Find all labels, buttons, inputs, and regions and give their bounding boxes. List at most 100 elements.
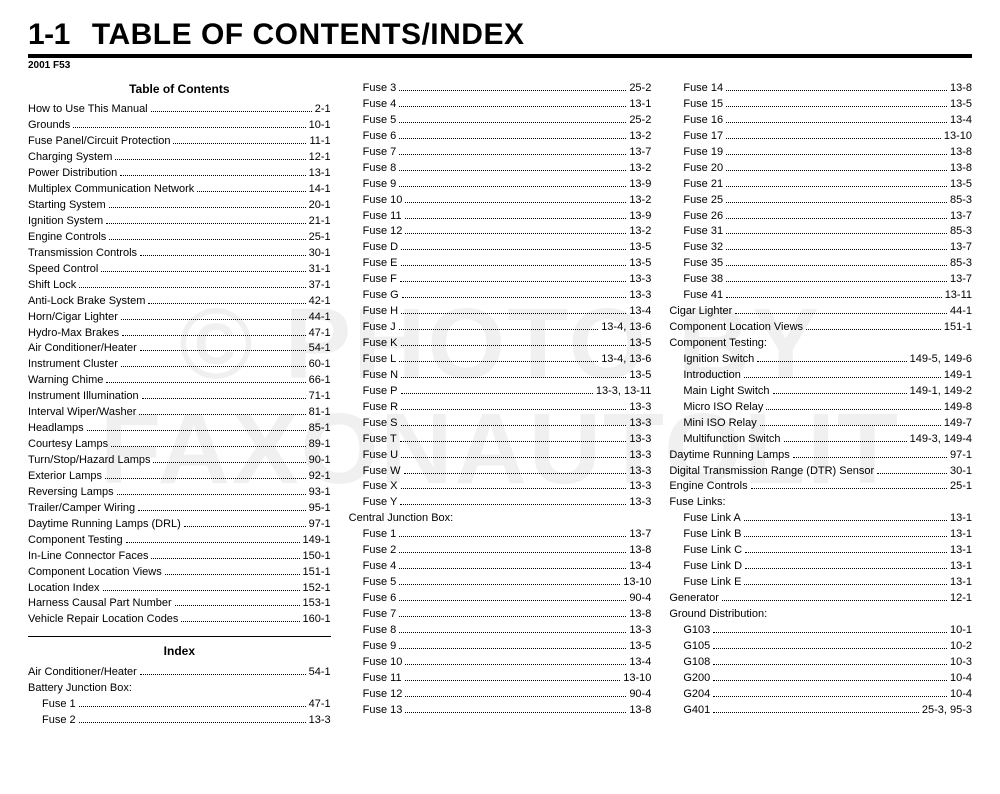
toc-entry: Location Index152-1 — [28, 581, 331, 597]
entry-label: Fuse Link B — [683, 527, 741, 543]
entry-label: Courtesy Lamps — [28, 437, 108, 453]
index-list-3: Fuse 1413-8Fuse 1513-5Fuse 1613-4Fuse 17… — [669, 81, 972, 719]
entry-page: 13-2 — [629, 161, 651, 177]
entry-label: Cigar Lighter — [669, 304, 732, 320]
entry-label: Fuse Y — [363, 495, 398, 511]
entry-page: 151-1 — [944, 320, 972, 336]
toc-entry: Fuse 2013-8 — [669, 161, 972, 177]
leader-dots — [401, 338, 627, 346]
entry-label: Daytime Running Lamps — [669, 448, 789, 464]
entry-page: 97-1 — [950, 448, 972, 464]
toc-entry: Component Testing149-1 — [28, 533, 331, 549]
entry-page: 54-1 — [309, 665, 331, 681]
entry-page: 13-3 — [629, 495, 651, 511]
leader-dots — [713, 673, 947, 681]
leader-dots — [726, 291, 942, 299]
entry-page: 13-4 — [629, 655, 651, 671]
entry-page: 60-1 — [309, 357, 331, 373]
leader-dots — [399, 641, 626, 649]
toc-entry: Fuse 113-7 — [349, 527, 652, 543]
entry-label: Fuse 31 — [683, 224, 723, 240]
entry-page: 13-3 — [309, 713, 331, 729]
toc-entry: Fuse 1513-5 — [669, 97, 972, 113]
entry-label: Engine Controls — [669, 479, 747, 495]
entry-page: 13-8 — [629, 543, 651, 559]
toc-entry: Fuse 813-3 — [349, 623, 652, 639]
toc-entry: Fuse W13-3 — [349, 464, 652, 480]
toc-entry: Component Location Views151-1 — [669, 320, 972, 336]
leader-dots — [105, 471, 306, 479]
entry-label: Fuse 1 — [363, 527, 397, 543]
entry-label: Fuse 2 — [42, 713, 76, 729]
entry-label: Digital Transmission Range (DTR) Sensor — [669, 464, 874, 480]
leader-dots — [401, 450, 626, 458]
subhead: 2001 F53 — [28, 60, 972, 71]
toc-entry: Fuse N13-5 — [349, 368, 652, 384]
leader-dots — [148, 296, 305, 304]
leader-dots — [106, 376, 305, 384]
entry-label: Fuse 9 — [363, 639, 397, 655]
entry-label: Fuse 25 — [683, 193, 723, 209]
entry-page: 20-1 — [309, 198, 331, 214]
leader-dots — [726, 243, 947, 251]
entry-page: 13-5 — [629, 639, 651, 655]
entry-label: Fuse 4 — [363, 559, 397, 575]
entry-label: Fuse L — [363, 352, 397, 368]
entry-label: Ground Distribution: — [669, 607, 767, 623]
toc-entry: Fuse 2113-5 — [669, 177, 972, 193]
toc-entry: Fuse P13-3, 13-11 — [349, 384, 652, 400]
entry-page: 14-1 — [309, 182, 331, 198]
toc-entry: Fuse 3213-7 — [669, 240, 972, 256]
leader-dots — [751, 482, 947, 490]
toc-entry: Reversing Lamps93-1 — [28, 485, 331, 501]
entry-label: Ignition System — [28, 214, 103, 230]
entry-page: 13-4 — [950, 113, 972, 129]
entry-label: Fuse 5 — [363, 575, 397, 591]
entry-page: 10-4 — [950, 687, 972, 703]
entry-label: Fuse 15 — [683, 97, 723, 113]
entry-label: Engine Controls — [28, 230, 106, 246]
entry-label: G105 — [683, 639, 710, 655]
leader-dots — [120, 168, 305, 176]
leader-dots — [760, 418, 941, 426]
entry-label: Fuse 21 — [683, 177, 723, 193]
toc-entry: Battery Junction Box: — [28, 681, 331, 697]
leader-dots — [399, 609, 626, 617]
entry-page: 13-9 — [629, 209, 651, 225]
toc-entry: Engine Controls25-1 — [28, 230, 331, 246]
toc-entry: Fuse Link B13-1 — [669, 527, 972, 543]
entry-label: Fuse 19 — [683, 145, 723, 161]
toc-entry: Daytime Running Lamps 97-1 — [669, 448, 972, 464]
entry-label: Component Testing: — [669, 336, 767, 352]
toc-entry: Central Junction Box: — [349, 511, 652, 527]
index-list-2: Fuse 325-2Fuse 413-1Fuse 525-2Fuse 613-2… — [349, 81, 652, 719]
toc-entry: Fuse 3813-7 — [669, 272, 972, 288]
toc-entry: Fuse 2613-7 — [669, 209, 972, 225]
entry-label: Fuse 11 — [363, 671, 402, 687]
toc-entry: Fuse 1013-2 — [349, 193, 652, 209]
column-1: Table of Contents How to Use This Manual… — [28, 81, 331, 728]
toc-entry: Grounds10-1 — [28, 118, 331, 134]
entry-label: Location Index — [28, 581, 100, 597]
leader-dots — [744, 514, 947, 522]
leader-dots — [400, 275, 626, 283]
entry-label: Component Location Views — [28, 565, 162, 581]
entry-page: 13-3 — [629, 623, 651, 639]
entry-page: 95-1 — [309, 501, 331, 517]
leader-dots — [151, 105, 312, 113]
leader-dots — [153, 455, 305, 463]
leader-dots — [726, 227, 947, 235]
entry-label: Fuse W — [363, 464, 401, 480]
toc-entry: Fuse G13-3 — [349, 288, 652, 304]
column-2: Fuse 325-2Fuse 413-1Fuse 525-2Fuse 613-2… — [349, 81, 652, 728]
section-number: 1-1 — [28, 18, 70, 52]
entry-page: 13-5 — [629, 256, 651, 272]
entry-page: 13-1 — [950, 559, 972, 575]
leader-dots — [79, 699, 306, 707]
toc-entry: Fuse 213-8 — [349, 543, 652, 559]
entry-page: 12-1 — [950, 591, 972, 607]
entry-page: 85-3 — [950, 256, 972, 272]
leader-dots — [399, 179, 626, 187]
entry-label: Warning Chime — [28, 373, 103, 389]
entry-page: 13-1 — [950, 543, 972, 559]
